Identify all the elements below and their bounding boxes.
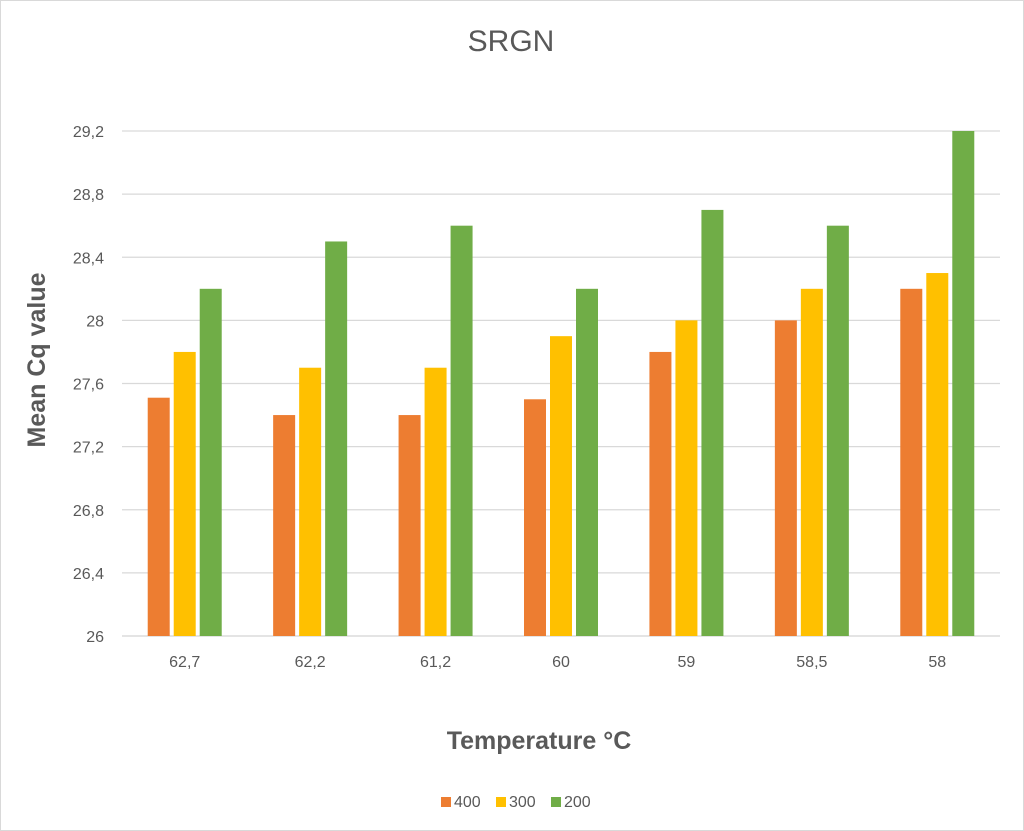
bar-400-0	[147, 397, 170, 636]
y-tick-label: 26,4	[73, 566, 104, 583]
bar-400-6	[900, 288, 923, 636]
bar-300-0	[173, 351, 196, 636]
bar-200-2	[450, 225, 473, 636]
bar-200-1	[325, 241, 348, 636]
x-axis-label: Temperature °C	[447, 727, 632, 755]
legend-swatch-300	[496, 797, 506, 807]
legend-label-300: 300	[509, 794, 536, 811]
bar-400-3	[524, 399, 546, 636]
x-tick-label: 58,5	[796, 654, 827, 671]
y-tick-label: 26,8	[73, 503, 104, 520]
bar-200-5	[826, 225, 849, 636]
bar-400-4	[649, 351, 672, 636]
x-tick-label: 62,7	[169, 654, 200, 671]
y-axis-label: Mean Cq value	[23, 272, 51, 447]
legend-label-200: 200	[564, 794, 591, 811]
bar-300-1	[299, 367, 322, 636]
x-tick-label: 60	[552, 654, 570, 671]
x-tick-label: 59	[678, 654, 696, 671]
y-tick-label: 27,2	[73, 440, 104, 457]
bar-200-6	[952, 131, 975, 636]
legend: 400 300 200	[441, 794, 591, 811]
y-tick-label: 28,8	[73, 187, 104, 204]
bars	[147, 131, 975, 636]
y-tick-label: 29,2	[73, 124, 104, 141]
bar-200-3	[576, 288, 598, 636]
legend-label-400: 400	[454, 794, 481, 811]
y-tick-label: 28	[86, 313, 104, 330]
bar-300-3	[550, 336, 572, 636]
bar-400-5	[774, 320, 797, 636]
legend-swatch-200	[551, 797, 561, 807]
y-axis-ticks: 26 26,4 26,8 27,2 27,6 28 28,4 28,8 29,2	[73, 124, 104, 646]
y-tick-label: 27,6	[73, 377, 104, 394]
x-axis-ticks: 62,7 62,2 61,2 60 59 58,5 58	[169, 654, 946, 671]
bar-400-1	[273, 415, 296, 636]
x-tick-label: 62,2	[295, 654, 326, 671]
bar-200-4	[701, 209, 724, 636]
gridlines	[122, 130, 1000, 637]
x-tick-label: 61,2	[420, 654, 451, 671]
x-tick-label: 58	[928, 654, 946, 671]
bar-200-0	[199, 288, 222, 636]
bar-400-2	[398, 415, 421, 636]
legend-swatch-400	[441, 797, 451, 807]
bar-300-6	[926, 273, 949, 636]
bar-300-2	[424, 367, 447, 636]
y-tick-label: 28,4	[73, 250, 104, 267]
bar-300-5	[800, 288, 823, 636]
y-tick-label: 26	[86, 629, 104, 646]
chart-title: SRGN	[468, 25, 555, 58]
bar-300-4	[675, 320, 698, 636]
